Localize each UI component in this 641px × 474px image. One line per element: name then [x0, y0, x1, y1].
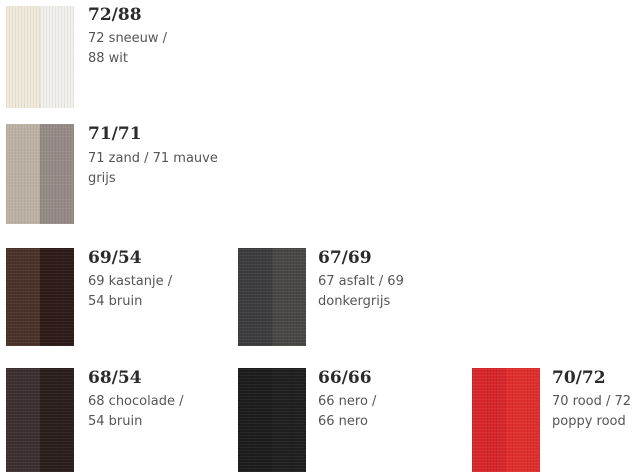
swatch-image[interactable]: [238, 248, 306, 346]
swatch-image[interactable]: [6, 248, 74, 346]
swatch-description-line2: grijs: [88, 171, 116, 186]
swatch-description-line2: donkergrijs: [318, 294, 391, 309]
swatch-color-left: [472, 368, 506, 472]
swatch-color-right: [40, 368, 74, 472]
swatch-color-left: [238, 368, 272, 472]
swatch-color-left: [6, 124, 40, 224]
swatch-image[interactable]: [6, 6, 74, 108]
swatch-color-left: [6, 248, 40, 346]
swatch-code: 72/88: [88, 5, 142, 25]
swatch-color-left: [6, 6, 40, 108]
swatch-image[interactable]: [6, 368, 74, 472]
swatch-color-left: [6, 368, 40, 472]
swatch-description-line2: 54 bruin: [88, 294, 143, 309]
swatch-description-line2: 88 wit: [88, 51, 129, 66]
swatch-description-line1: 66 nero /: [318, 394, 377, 409]
swatch-code: 69/54: [88, 248, 142, 268]
swatch-color-left: [238, 248, 272, 346]
swatch-description-line1: 72 sneeuw /: [88, 31, 168, 46]
swatch-color-right: [272, 248, 306, 346]
swatch-color-right: [272, 368, 306, 472]
swatch-image[interactable]: [472, 368, 540, 472]
swatch-description-line1: 70 rood / 72: [552, 394, 632, 409]
swatch-description-line2: 54 bruin: [88, 414, 143, 429]
swatch-color-right: [506, 368, 540, 472]
swatch-description-line2: poppy rood: [552, 414, 626, 429]
swatch-description-line1: 68 chocolade /: [88, 394, 184, 409]
swatch-image[interactable]: [238, 368, 306, 472]
swatch-code: 66/66: [318, 368, 372, 388]
swatch-color-right: [40, 6, 74, 108]
swatch-description-line2: 66 nero: [318, 414, 368, 429]
swatch-color-right: [40, 248, 74, 346]
swatch-description-line1: 69 kastanje /: [88, 274, 173, 289]
swatch-description-line1: 71 zand / 71 mauve: [88, 151, 218, 166]
swatch-code: 68/54: [88, 368, 142, 388]
swatch-image[interactable]: [6, 124, 74, 224]
swatch-code: 67/69: [318, 248, 372, 268]
swatch-color-right: [40, 124, 74, 224]
swatch-code: 70/72: [552, 368, 606, 388]
swatch-description-line1: 67 asfalt / 69: [318, 274, 404, 289]
swatch-code: 71/71: [88, 124, 142, 144]
